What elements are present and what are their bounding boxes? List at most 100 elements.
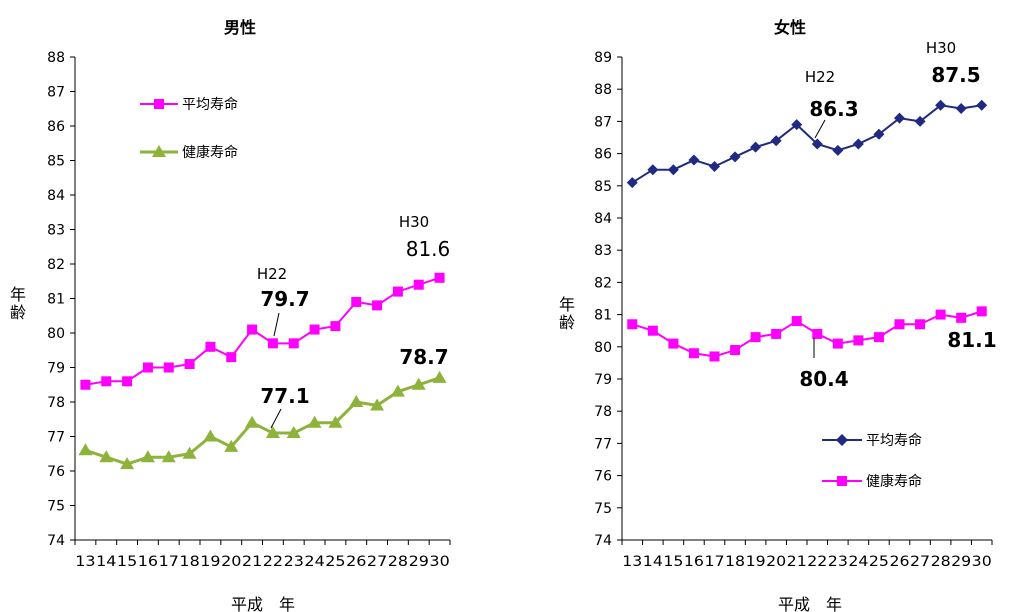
male-series-1-point [161,450,176,463]
male-y-axis-label-2: 齢 [10,303,26,322]
male-x-tick-label: 20 [221,554,241,570]
female-legend-health-marker [837,476,847,486]
female-y-tick-label: 87 [594,114,612,130]
female-y-tick-label: 79 [594,372,612,388]
male-series-1-point [182,446,197,459]
male-series-0-point [309,324,320,335]
male-y-tick-label: 81 [47,292,65,308]
female-series-1-point [832,338,843,349]
male-series-0-point [142,362,153,373]
female-series-0-point [914,115,926,127]
female-y-tick-label: 82 [594,275,612,291]
female-series-0-point [935,99,947,111]
male-series-0-point [122,376,133,387]
female-x-tick-label: 26 [889,554,909,570]
male-ann-avg-h22: 79.7 [260,287,309,311]
female-y-tick-label: 76 [594,469,612,485]
female-annotations: H22 86.3 H30 87.5 80.4 81.1 [799,39,996,391]
female-x-tick-label: 13 [622,554,642,570]
male-x-tick-label: 14 [96,554,116,570]
male-x-tick-label: 30 [429,554,449,570]
male-series-0-point [205,341,216,352]
female-x-tick-label: 24 [848,554,868,570]
male-x-axis-label: 平成 年 [231,595,295,612]
male-series-0-point [372,300,383,311]
female-y-axis-label-1: 年 [559,295,575,314]
female-series-0-point [852,138,864,150]
male-x-tick-label: 18 [179,554,199,570]
female-x-tick-label: 14 [643,554,663,570]
male-series-1-point [78,443,93,456]
male-series-0-point [101,376,112,387]
female-x-tick-label: 27 [910,554,930,570]
female-x-tick-label: 30 [972,554,992,570]
female-ann-hl-h30: 81.1 [947,328,996,352]
male-series-1-point [349,395,364,407]
female-series-0-point [667,164,679,176]
female-chart: 女性 年 齢 平成 年 74 75 76 77 78 79 80 81 82 83 84 85 86 87… [559,18,997,612]
male-x-tick-label: 28 [388,554,408,570]
male-y-tick-label: 87 [47,85,65,101]
male-series-1-point [140,450,155,463]
female-series-1-point [750,332,761,343]
female-series-0-line [631,104,982,184]
male-series-0-point [226,352,237,363]
male-series-1-point [432,370,447,383]
female-series-1-point [935,309,946,320]
female-y-tick-label: 81 [594,308,612,324]
female-series-1-point [873,332,884,343]
male-legend-avg-label: 平均寿命 [182,96,238,113]
male-y-tick-label: 76 [47,464,65,480]
male-x-tick-label: 17 [159,554,179,570]
male-y-tick-label: 77 [47,430,65,446]
female-series-1-point [730,345,741,356]
female-series-1-point [894,319,905,330]
female-legend-avg-label: 平均寿命 [866,432,922,449]
male-series-0-point [351,296,362,307]
male-series-0-point [330,321,341,332]
male-axes: 74 75 76 77 78 79 80 81 82 83 84 85 86 87 88 13 14 15 16 17… [47,50,451,570]
male-series [78,272,447,470]
male-x-tick-label: 23 [284,554,304,570]
female-y-tick-label: 77 [594,436,612,452]
female-series-0-point [791,119,803,131]
female-series-1-point [791,316,802,327]
male-y-tick-label: 83 [47,223,65,239]
female-series-1-point [853,335,864,346]
male-x-tick-label: 27 [367,554,387,570]
female-y-tick-label: 78 [594,404,612,420]
male-series-1-point [99,450,114,463]
male-ann-h30: H30 [399,213,429,231]
female-y-tick-label: 74 [594,533,612,549]
male-chart: 男性 年 齢 平成 年 74 75 76 77 78 79 80 81 82 83 84 85 86 87… [10,18,451,612]
female-series-1-point [771,328,782,339]
female-y-tick-label: 80 [594,340,612,356]
female-series-1-point [812,328,823,339]
male-legend-health-marker [152,145,166,157]
female-series-1-point [668,338,679,349]
male-y-tick-label: 88 [47,50,65,66]
male-x-tick-label: 21 [242,554,262,570]
male-x-tick-label: 22 [263,554,283,570]
male-series-0-point [163,362,174,373]
female-series-0-point [647,164,659,176]
female-series-0-point [955,103,967,115]
male-ann-avg-h30: 81.6 [406,237,451,261]
male-series-0-point [288,338,299,349]
female-axes: 74 75 76 77 78 79 80 81 82 83 84 85 86 87 88 89 13 14 15 16… [594,50,993,570]
female-ann-h22: H22 [805,68,835,86]
male-series-1-point [307,415,322,428]
male-ann-hl-h22-leader [270,408,282,429]
female-x-tick-label: 23 [828,554,848,570]
female-legend-health-label: 健康寿命 [866,473,922,490]
female-x-tick-label: 29 [951,554,971,570]
female-x-tick-label: 20 [766,554,786,570]
male-ann-h22: H22 [257,265,287,283]
female-series-0-point [750,141,762,153]
male-y-tick-label: 86 [47,119,65,135]
male-legend: 平均寿命 健康寿命 [140,96,238,161]
female-x-tick-label: 18 [725,554,745,570]
male-y-tick-label: 79 [47,361,65,377]
male-series-1-point [245,415,260,428]
